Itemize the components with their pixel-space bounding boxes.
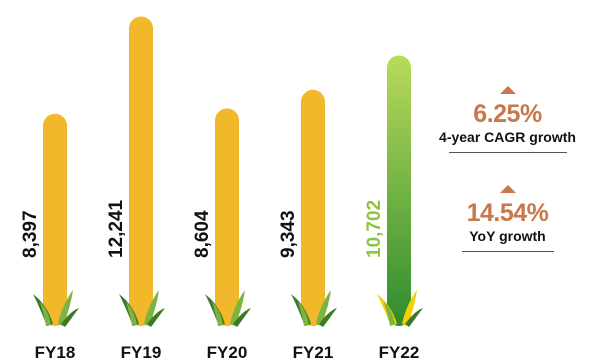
cagr-divider: [448, 152, 567, 153]
value-label-fy19: 12,241: [106, 199, 127, 258]
bar-fy21: [301, 89, 325, 326]
bar-fy22: [387, 55, 411, 327]
category-label-fy18: FY18: [35, 343, 76, 362]
up-arrow-icon: [499, 86, 516, 94]
cagr-metric: 6.25% 4-year CAGR growth: [430, 86, 585, 153]
category-label-fy20: FY20: [207, 343, 248, 362]
value-label-fy18: 8,397: [20, 210, 41, 258]
corn-leaves-icon: [377, 290, 423, 327]
bar-chart: 8,397 FY18 12,241 FY19 8,604 FY20 9,343 FY21 10,…: [20, 16, 423, 362]
value-label-fy22: 10,702: [364, 200, 385, 258]
value-label-fy21: 9,343: [278, 210, 299, 258]
bar-fy19: [129, 16, 153, 327]
yoy-label: YoY growth: [469, 228, 546, 244]
category-label-fy22: FY22: [379, 343, 420, 362]
yoy-value: 14.54%: [466, 199, 549, 227]
corn-leaves-icon: [119, 290, 165, 327]
bar-fy18: [43, 113, 67, 326]
up-arrow-icon: [499, 185, 516, 193]
cagr-value: 6.25%: [473, 100, 542, 128]
cagr-label: 4-year CAGR growth: [439, 129, 576, 145]
corn-leaves-icon: [205, 290, 251, 327]
value-label-fy20: 8,604: [192, 210, 213, 258]
corn-leaves-icon: [33, 290, 79, 327]
category-label-fy19: FY19: [121, 343, 162, 362]
bar-fy20: [215, 108, 239, 327]
corn-leaves-icon: [291, 290, 337, 327]
yoy-divider: [461, 251, 554, 252]
yoy-metric: 14.54% YoY growth: [430, 185, 585, 252]
category-label-fy21: FY21: [293, 343, 334, 362]
